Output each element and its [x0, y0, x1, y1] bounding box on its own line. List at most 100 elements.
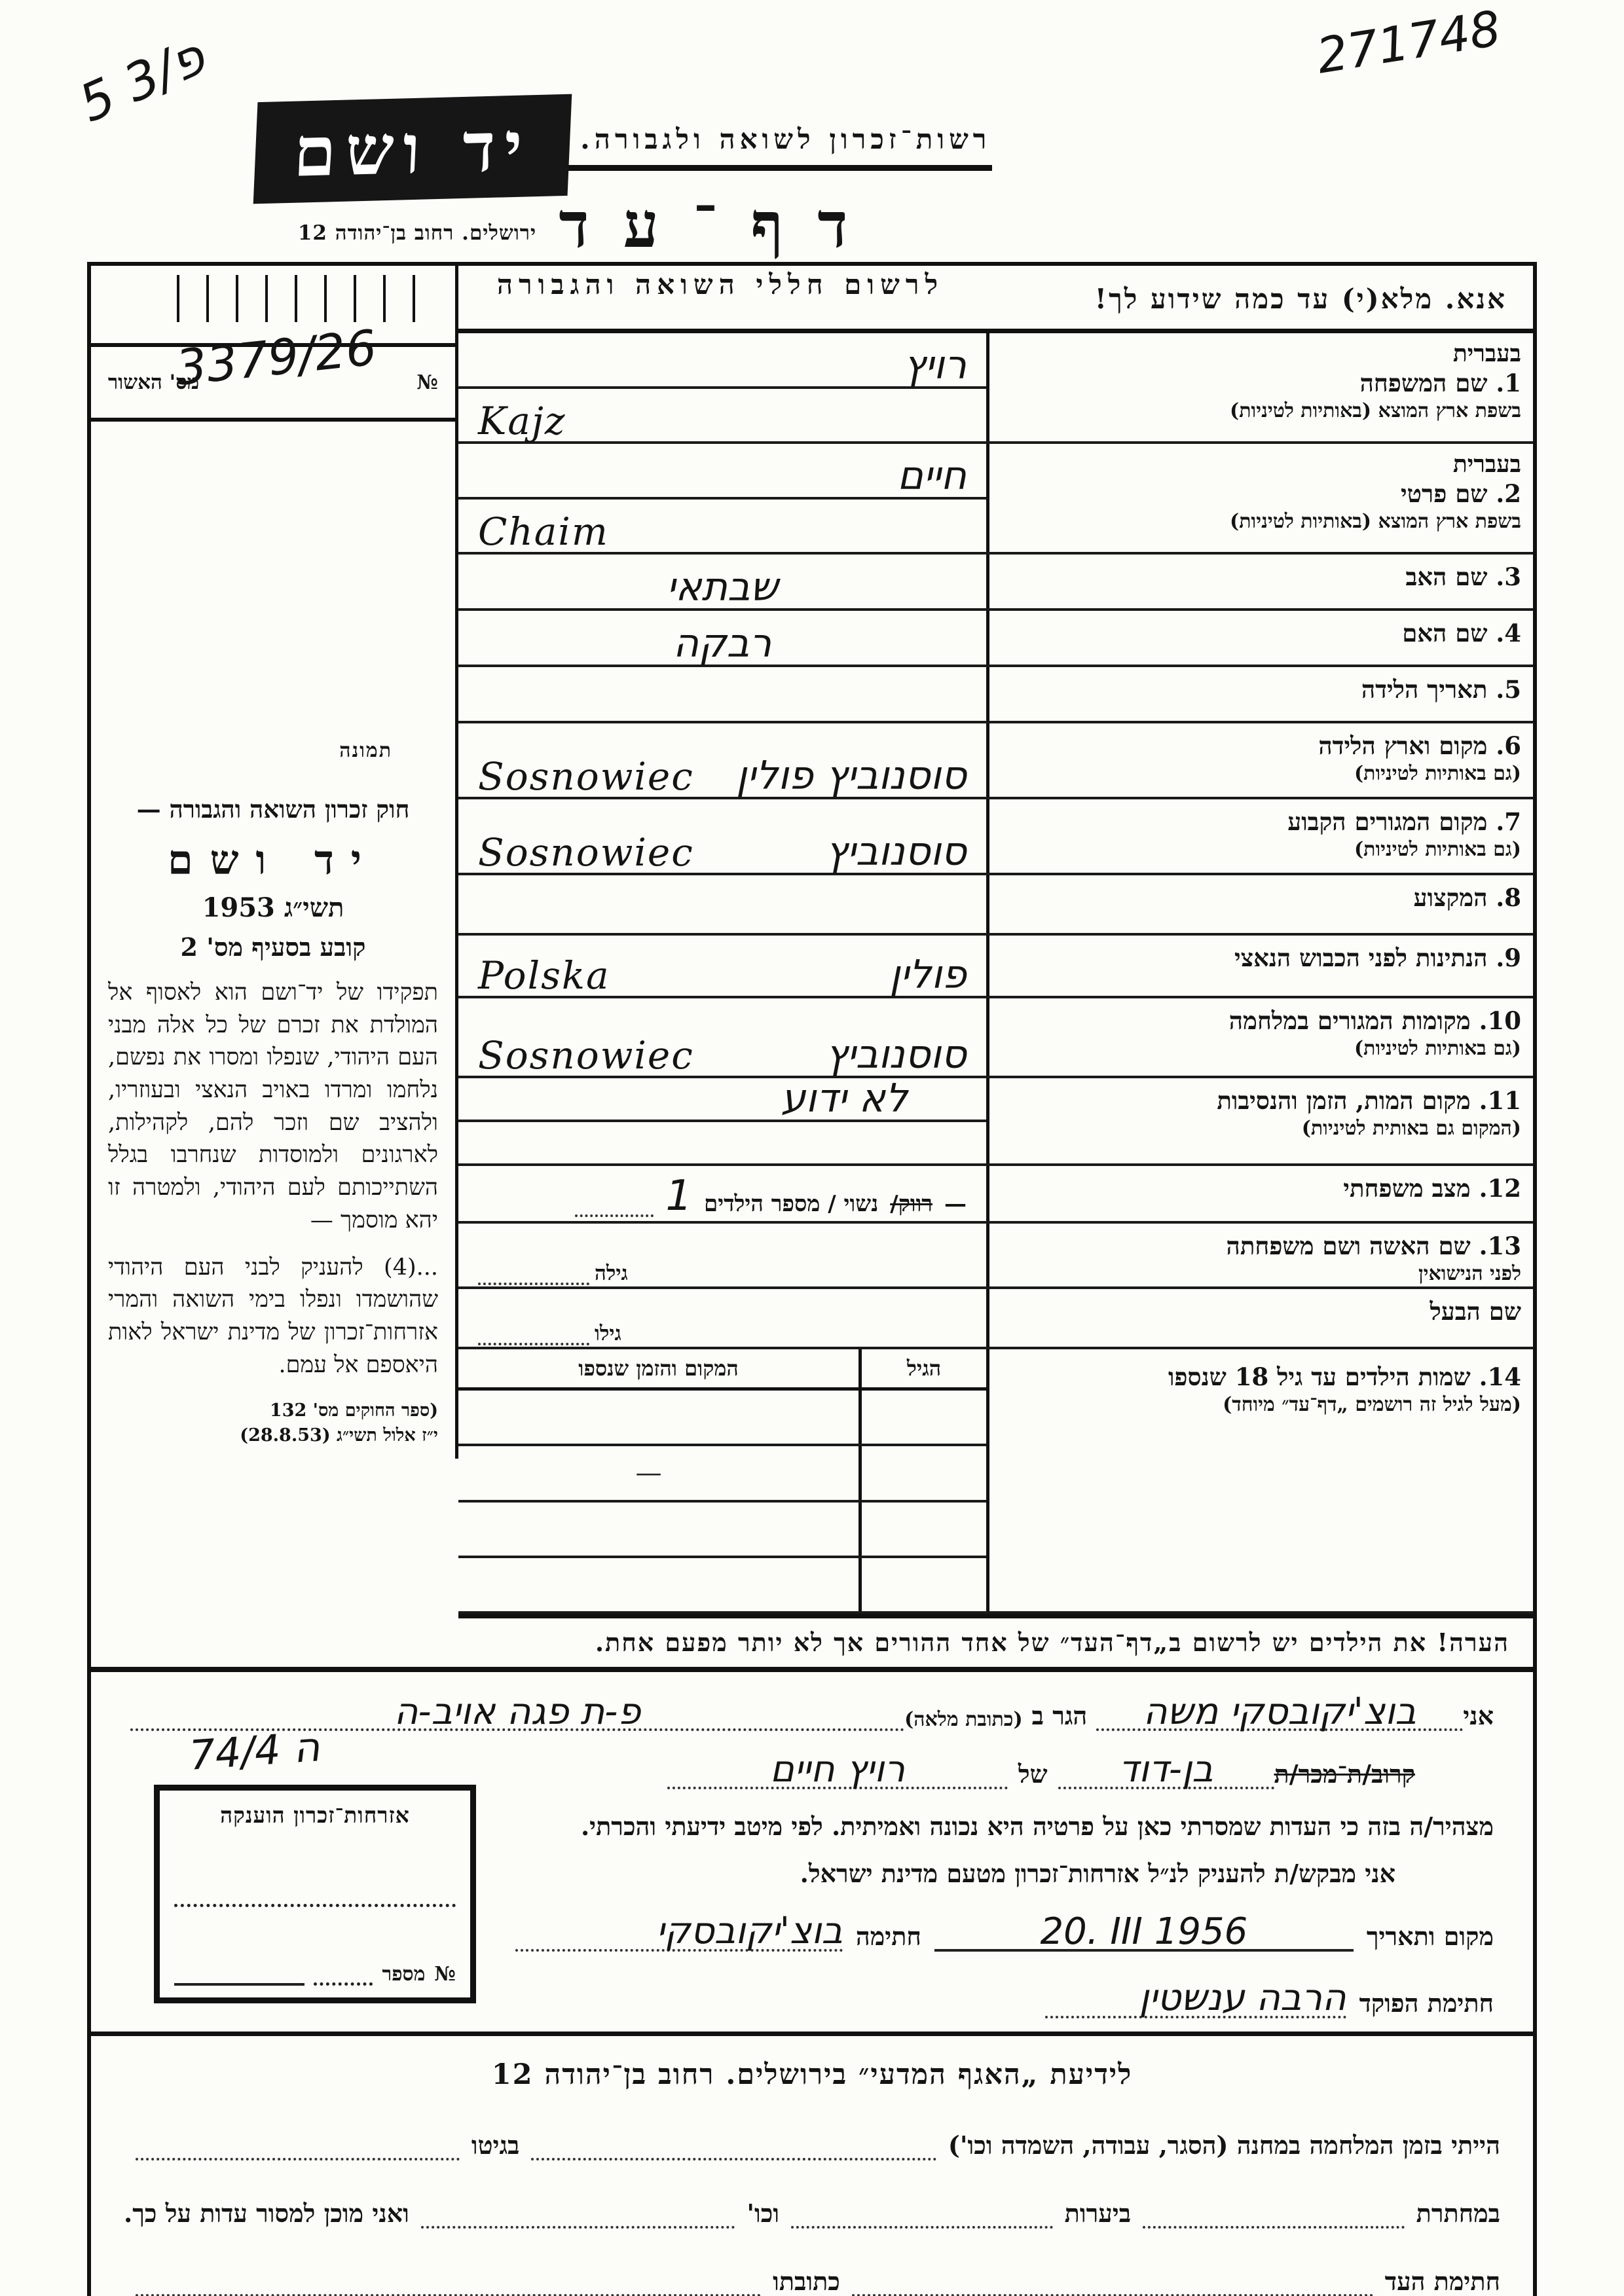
witness-name-hw: בוצ'יקובסקי משה: [1143, 1690, 1416, 1733]
date-hw: 20. III 1956: [1040, 1910, 1248, 1954]
field-family-name: בעברית 1. שם המשפחה בשפת ארץ המוצא (באות…: [458, 333, 1533, 444]
address-paren-label: (כתובת מלאה): [904, 1708, 1023, 1732]
law-section: קובע בסעיף מס' 2: [180, 932, 366, 962]
victim-name-hw: רויץ חיים: [769, 1748, 905, 1791]
camp-label: הייתי בזמן המלחמה במחנה (הסגר, עבודה, הש…: [948, 2130, 1500, 2160]
testimony-section: 74/4 ה אני בוצ'יקובסקי משה הגר ב (כתובת …: [91, 1672, 1533, 2032]
of-label: של: [1018, 1758, 1048, 1789]
ruler-ticks: [91, 266, 455, 347]
children-row: —: [458, 1446, 986, 1503]
marital-dash: —: [944, 1191, 967, 1217]
field-wartime-residence: 10. מקומות המגורים במלחמה (גם באותיות לט…: [458, 998, 1533, 1078]
field-husband-name: שם הבעל גילו: [458, 1289, 1533, 1349]
children-col-place: המקום והזמן שנספו: [578, 1356, 739, 1381]
residence-hebrew-hw: סוסנוביץ: [825, 829, 967, 875]
witness-address-hw: פ-ת פגה אויב-ה: [394, 1690, 641, 1733]
citizenship-hebrew-hw: פולין: [889, 952, 967, 998]
forests-label: ביערות: [1064, 2198, 1132, 2228]
children-table: הגיל המקום והזמן שנספו —: [458, 1349, 986, 1611]
first-name-hebrew-hw: חיים: [897, 452, 967, 499]
birth-place-latin-hw: Sosnowiec: [478, 754, 694, 799]
camp-ghetto-row: הייתי בזמן המלחמה במחנה (הסגר, עבודה, הש…: [124, 2130, 1500, 2160]
page-subtitle: לרשום חללי השואה והגבורה: [496, 268, 944, 301]
law-paragraph-2: ‏...(4) להעניק לבני העם היהודי שהושמדו ו…: [108, 1254, 438, 1378]
citizenship-stamp-box: אזרחות־זכרון הוענקה № מספר: [154, 1785, 476, 2003]
underground-label: במחתרת: [1416, 2198, 1500, 2228]
logo-address: ירושלים. רחוב בן־יהודה 12: [297, 221, 537, 245]
stamp-title: אזרחות־זכרון הוענקה: [220, 1802, 410, 1828]
his-age-label: גילו: [595, 1322, 621, 1345]
fields-column: אנא. מלא(י) עד כמה שידוע לך! בעברית 1. ש…: [458, 266, 1533, 1667]
field-first-name: בעברית 2. שם פרטי בשפת ארץ המוצא (באותיו…: [458, 444, 1533, 555]
law-paragraph-1: תפקידו של יד־ושם הוא לאסוף אל המולדת את …: [108, 979, 438, 1233]
field-marital-status: 12. מצב משפחתי — רווק/ נשוי / מספר הילדי…: [458, 1166, 1533, 1224]
field-mother-name: 4. שם האם רבקה: [458, 611, 1533, 667]
witness-address-label: כתובתו: [773, 2266, 840, 2296]
witness-sig-label: חתימת העד: [1384, 2266, 1500, 2296]
ready-to-testify-label: ואני מוכן למסור עדות על כך.: [124, 2198, 409, 2228]
first-name-latin-hw: Chaim: [478, 509, 609, 554]
etc-label: וכו': [747, 2198, 780, 2228]
i-label: אני: [1463, 1701, 1494, 1731]
clerk-signature-line: חתימת הפוקד הרבה ענשטין: [130, 1977, 1494, 2019]
photo-label: תמונה: [339, 739, 392, 762]
field-first-name-label: בעברית 2. שם פרטי בשפת ארץ המוצא (באותיו…: [986, 444, 1533, 552]
clerk-signature-label: חתימת הפוקד: [1359, 1988, 1494, 2018]
signature-label: חתימה: [855, 1921, 921, 1951]
approval-no-sign: №: [416, 371, 438, 394]
request-text: אני מבקש/ת להעניק לנ״ל אזרחות־זכרון מטעם…: [800, 1858, 1395, 1888]
citizenship-latin-hw: Polska: [478, 953, 610, 998]
scientific-branch-section: לידיעת „האגף המדעי״ בירושלים. רחוב בן־יה…: [91, 2031, 1533, 2296]
children-count-hw: 1: [665, 1172, 693, 1220]
field-wife-name: 13. שם האשה ושם משפחתה לפני הנישואין גיל…: [458, 1224, 1533, 1289]
marital-options: נשוי / מספר הילדים: [704, 1191, 879, 1217]
section-divider: [91, 1667, 1533, 1672]
relation-hw: בן-דוד: [1118, 1748, 1213, 1791]
field-family-name-entry: רויץ Kajz: [458, 333, 986, 441]
wartime-residence-latin-hw: Sosnowiec: [478, 1033, 694, 1078]
field-citizenship: 9. הנתינות לפני הכבוש הנאצי פולין Polska: [458, 936, 1533, 998]
field-children: 14. שמות הילדים עד גיל 18 שנספו (מעל לגי…: [458, 1349, 1533, 1614]
approval-label: מס' האשור: [108, 371, 200, 394]
field-death-place: 11. מקום המות, הזמן והנסיבות (המקום גם ב…: [458, 1078, 1533, 1166]
underground-row: במחתרת ביערות וכו' ואני מוכן למסור עדות …: [124, 2198, 1500, 2229]
yad-vashem-logo: יד ושם: [253, 94, 572, 204]
stamp-number-row: № מספר: [174, 1963, 456, 1986]
children-row: [458, 1558, 986, 1611]
photo-area: תמונה: [91, 422, 455, 788]
header: רשות־זכרון לשואה ולגבורה. ירושלים דף־עד …: [0, 0, 1624, 301]
ghetto-label: בגיטו: [471, 2130, 520, 2160]
address-continuation-hw: 74/4 ה: [187, 1722, 322, 1779]
residence-latin-hw: Sosnowiec: [478, 830, 694, 875]
field-birth-place: 6. מקום וארץ הלידה (גם באותיות לטיניות) …: [458, 723, 1533, 799]
field-father-name: 3. שם האב שבתאי: [458, 555, 1533, 611]
marital-dotted-line: [575, 1188, 654, 1217]
left-panel: № 3379/26 מס' האשור תמונה חוק זכרון השוא…: [91, 266, 458, 1459]
children-note: הערה! את הילדים יש לרשום ב„דף־העד״ של אח…: [458, 1614, 1533, 1667]
field-birth-date: 5. תאריך הלידה: [458, 667, 1533, 723]
witness-signature-row: חתימת העד כתובתו: [124, 2267, 1500, 2296]
declaration-text: מצהיר/ה בזה כי העדות שמסרתי כאן על פרטיה…: [580, 1811, 1494, 1841]
law-source: (ספר החוקים מס' 132 י״ז אלול תשי״ג (28.8…: [240, 1400, 438, 1446]
father-name-hw: שבתאי: [666, 564, 779, 610]
page-title: דף־עד: [559, 188, 882, 262]
stamp-dotted-line: [174, 1884, 456, 1907]
law-excerpt: חוק זכרון השואה והגבורה — יד ושם תשי״ג 1…: [91, 788, 455, 1448]
field-profession: 8. המקצוע: [458, 875, 1533, 936]
children-row: [458, 1502, 986, 1558]
her-age-label: גילה: [595, 1262, 628, 1285]
children-table-header: הגיל המקום והזמן שנספו: [458, 1349, 986, 1391]
place-date-label: מקום ותאריך: [1366, 1921, 1494, 1951]
birth-place-hebrew-hw: סוסנוביץ פולין: [736, 753, 967, 799]
law-year: תשי״ג 1953: [202, 892, 344, 923]
witness-identity-line: אני בוצ'יקובסקי משה הגר ב (כתובת מלאה) פ…: [130, 1690, 1494, 1733]
witness-signature-hw: בוצ'יקובסקי: [656, 1909, 843, 1952]
field-family-name-label: בעברית 1. שם המשפחה בשפת ארץ המוצא (באות…: [986, 333, 1533, 441]
stray-mark: —: [635, 1457, 662, 1488]
stamp-no-sign: №: [434, 1963, 456, 1986]
marital-struck-option: רווק/: [890, 1191, 932, 1217]
field-first-name-entry: חיים Chaim: [458, 444, 986, 552]
relation-line: קרוב/ת־מכר/ת בן-דוד של רויץ חיים: [130, 1748, 1494, 1791]
scientific-branch-title: לידיעת „האגף המדעי״ בירושלים. רחוב בן־יה…: [491, 2058, 1133, 2091]
